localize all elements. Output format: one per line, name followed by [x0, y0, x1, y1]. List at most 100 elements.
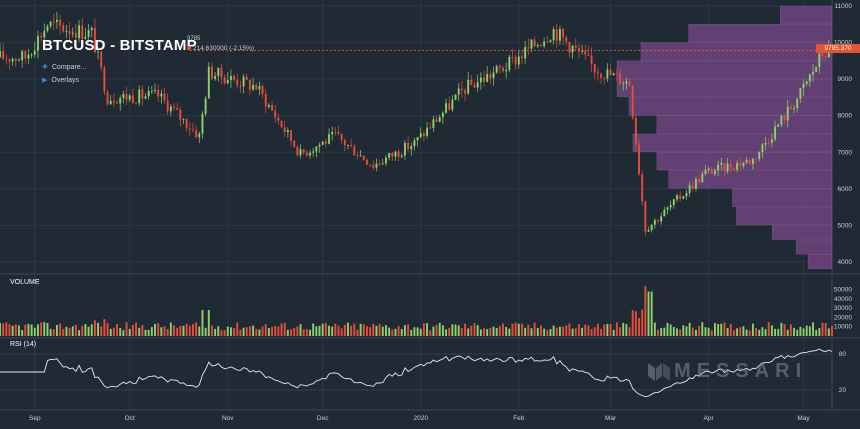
volume-bar: [584, 324, 587, 336]
volume-bar: [473, 323, 476, 336]
volume-profile-bar: [632, 133, 833, 153]
volume-bar: [647, 291, 650, 336]
volume-bar: [188, 325, 191, 336]
candle-body: [356, 155, 359, 157]
candle-body: [14, 58, 17, 61]
candle-body: [52, 21, 55, 23]
candle-body: [138, 89, 141, 104]
volume-bar: [622, 322, 625, 336]
candle-body: [451, 99, 454, 110]
volume-bar: [571, 328, 574, 336]
overlays-button[interactable]: ▶ Overlays: [42, 76, 79, 84]
candle-body: [524, 47, 527, 59]
candle-body: [223, 77, 226, 84]
volume-profile-bar: [616, 60, 833, 79]
rsi-tick-label: 80: [839, 351, 847, 358]
volume-bar: [179, 325, 182, 336]
volume-bar: [309, 329, 311, 336]
candle-body: [492, 72, 495, 79]
watermark-text: MESSARI: [674, 360, 808, 382]
volume-bar: [27, 323, 30, 336]
candle-body: [549, 40, 552, 43]
volume-profile-bar: [736, 206, 833, 226]
candle-body: [220, 67, 223, 78]
candle-body: [732, 168, 735, 170]
candle-body: [647, 230, 650, 232]
candle-body: [400, 155, 403, 157]
candle-body: [55, 19, 58, 22]
volume-bar: [252, 325, 255, 336]
volume-bar: [283, 322, 286, 336]
candle-body: [660, 216, 663, 222]
volume-bar: [758, 329, 761, 336]
candle-body: [337, 132, 340, 134]
candle-body: [751, 158, 754, 164]
volume-bar: [286, 329, 289, 336]
volume-bar: [808, 326, 811, 336]
candle-body: [783, 115, 786, 121]
volume-bar: [793, 327, 795, 336]
volume-bar: [403, 325, 406, 336]
candle-body: [74, 32, 77, 39]
candle-body: [505, 70, 508, 72]
candle-body: [479, 77, 482, 83]
volume-bar: [229, 327, 232, 336]
volume-bar: [676, 328, 678, 336]
volume-bar: [109, 328, 112, 336]
volume-bar: [293, 327, 296, 336]
volume-bar: [606, 323, 609, 336]
current-price-tag: 9785.370: [816, 44, 860, 53]
volume-bar: [568, 323, 571, 336]
candle-body: [454, 94, 457, 100]
rsi-line: [0, 348, 833, 398]
candle-body: [641, 174, 644, 202]
volume-bar: [271, 326, 274, 336]
candle-body: [378, 163, 381, 165]
candle-body: [236, 79, 239, 86]
volume-profile-bar: [779, 5, 833, 25]
volume-bar: [8, 324, 11, 336]
volume-bar: [653, 322, 656, 336]
candle-body: [704, 169, 707, 174]
volume-bar: [663, 327, 666, 336]
volume-bar: [739, 327, 742, 336]
volume-profile-bar: [640, 42, 833, 61]
volume-bar: [195, 322, 198, 336]
volume-bar: [701, 322, 704, 336]
candle-body: [135, 103, 137, 104]
volume-bar: [163, 326, 166, 336]
candle-body: [106, 91, 109, 105]
volume-bar: [827, 328, 830, 336]
volume-bar: [650, 291, 653, 336]
volume-bar: [786, 329, 789, 336]
candle-body: [252, 84, 255, 90]
candle-body: [622, 83, 625, 85]
candle-body: [359, 155, 362, 157]
candle-body: [663, 209, 666, 217]
volume-bar: [710, 330, 713, 336]
volume-bar: [577, 324, 580, 336]
candle-body: [650, 224, 653, 231]
candle-body: [679, 195, 682, 199]
volume-bar: [40, 322, 43, 336]
month-tick-label: Oct: [125, 415, 135, 422]
candle-body: [93, 28, 96, 53]
candle-body: [634, 117, 637, 145]
volume-bar: [479, 329, 482, 336]
compare-button[interactable]: ✚ Compare...: [42, 63, 87, 71]
candle-body: [818, 53, 821, 67]
candle-body: [49, 21, 52, 27]
candle-body: [565, 37, 568, 42]
candle-body: [552, 29, 555, 41]
volume-bar: [173, 325, 175, 336]
candle-body: [312, 151, 315, 153]
candle-body: [362, 155, 365, 160]
volume-bar: [429, 330, 432, 336]
volume-profile-bar: [656, 152, 833, 171]
candle-body: [233, 76, 236, 80]
volume-bar: [549, 329, 552, 336]
volume-bar: [565, 325, 568, 336]
candle-body: [672, 199, 675, 206]
volume-bar: [176, 327, 179, 336]
